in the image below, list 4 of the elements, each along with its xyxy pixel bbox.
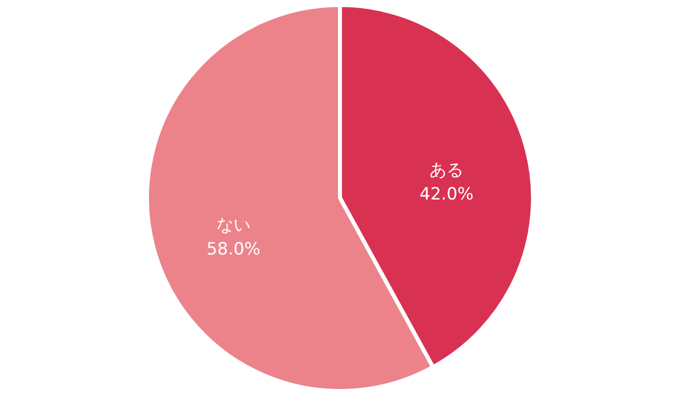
slice-label: ない [216,215,250,236]
data-label: 42.0% [420,184,474,205]
slice-label: ある [430,160,464,181]
data-label: 58.0% [206,239,260,260]
